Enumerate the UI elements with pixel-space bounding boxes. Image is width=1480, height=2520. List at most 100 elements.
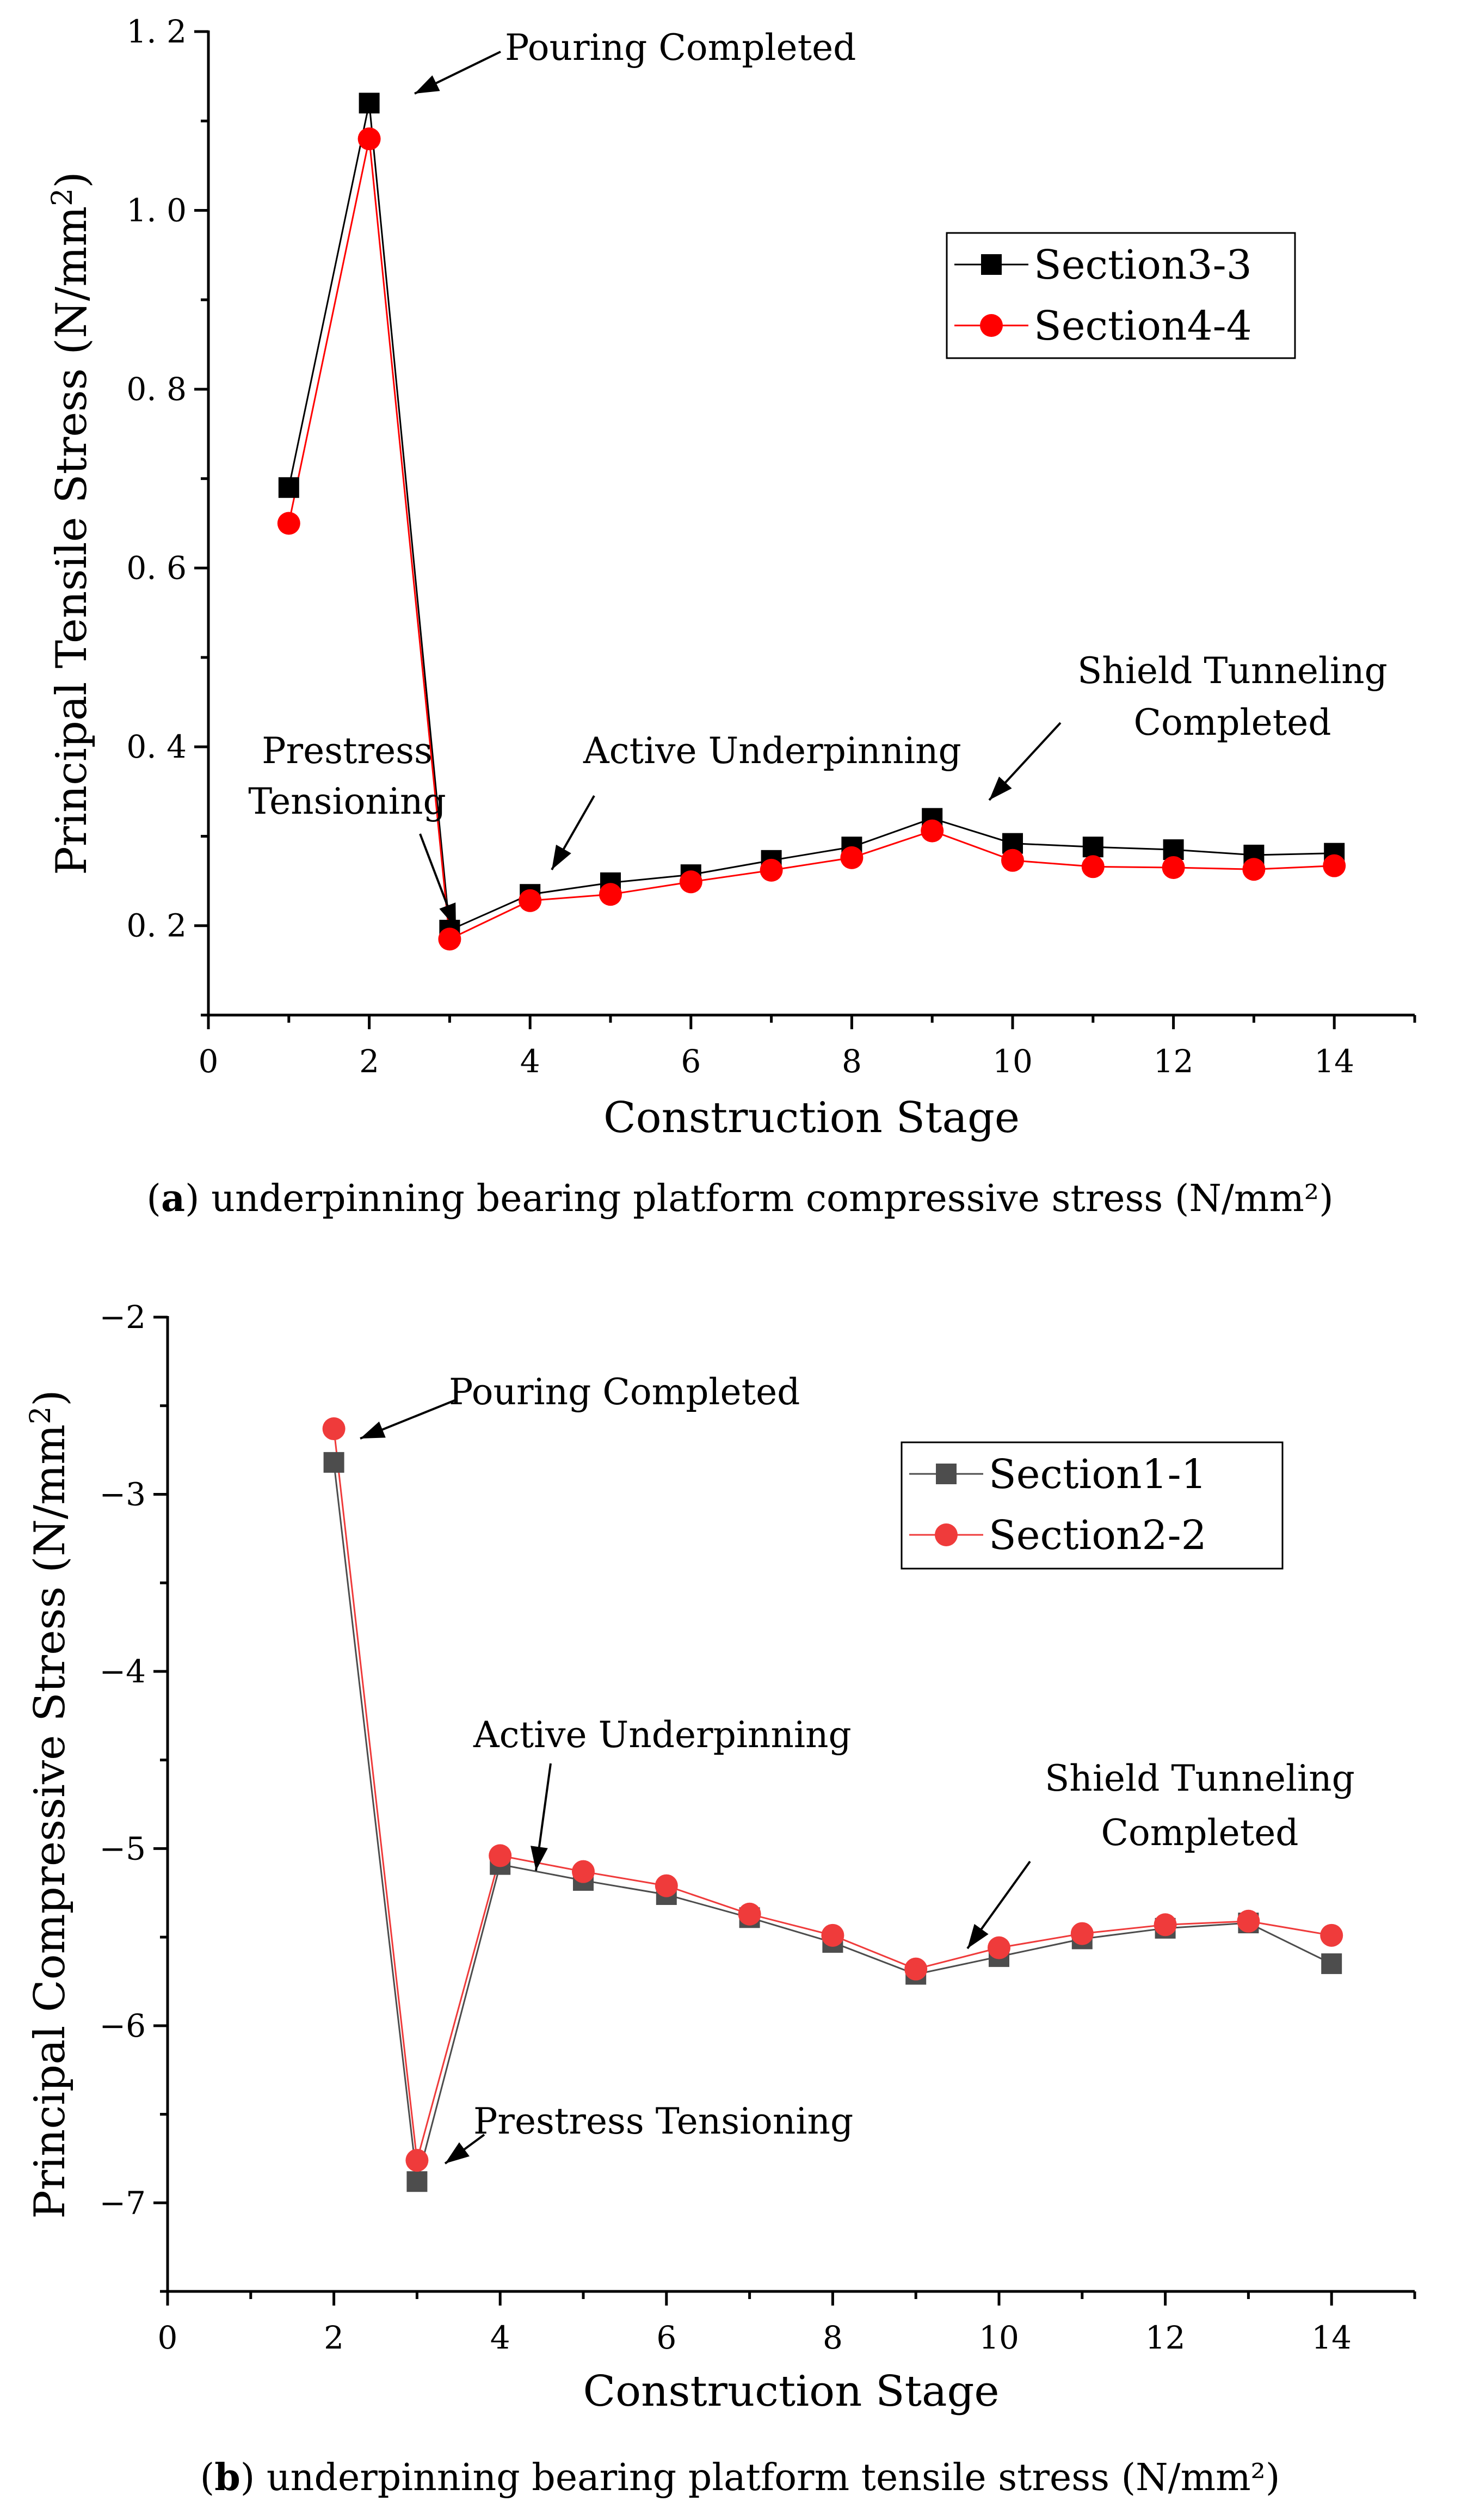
caption-open: ( (146, 1177, 161, 1220)
x-tick-label: 4 (520, 1043, 540, 1080)
annotation-text: Completed (1133, 702, 1331, 743)
data-point-section3-3 (1082, 837, 1103, 858)
figure-caption: (a) underpinning bearing platform compre… (146, 1177, 1333, 1220)
legend-marker-square (981, 254, 1002, 275)
annotation-text: Pouring Completed (505, 27, 856, 69)
x-tick-label: 0 (199, 1043, 219, 1080)
data-point-section1-1 (1321, 1953, 1342, 1974)
data-point-section2-2 (988, 1936, 1010, 1959)
y-axis-title-sup: 2 (24, 1406, 57, 1424)
y-axis-title-sup: 2 (46, 188, 79, 206)
y-tick-label: −6 (100, 2007, 146, 2044)
figure-caption: (b) underpinning bearing platform tensil… (200, 2456, 1280, 2499)
annotation-text: Prestress Tensioning (473, 2100, 853, 2142)
y-axis-title-end: ) (26, 1390, 75, 1406)
data-point-section4-4 (1001, 849, 1024, 872)
data-point-section4-4 (1323, 854, 1346, 877)
data-point-section2-2 (1320, 1923, 1343, 1947)
data-point-section1-1 (406, 2171, 428, 2192)
x-tick-label: 0 (158, 2319, 178, 2356)
y-tick-label: 0. 6 (126, 550, 187, 587)
legend-marker-square (936, 1464, 957, 1484)
data-point-section4-4 (679, 870, 702, 894)
legend-marker-circle (980, 314, 1003, 337)
data-point-section2-2 (572, 1860, 595, 1883)
y-tick-label: −5 (100, 1830, 146, 1867)
caption-close: ) (185, 1177, 200, 1220)
legend-box (946, 232, 1296, 359)
y-tick-label: 0. 8 (126, 371, 187, 408)
data-point-section2-2 (405, 2149, 429, 2172)
x-tick-label: 4 (490, 2319, 510, 2356)
x-tick-label: 2 (359, 1043, 379, 1080)
series-line-section4-4 (288, 138, 1335, 941)
data-point-section4-4 (277, 512, 300, 535)
annotation-text: Tensioning (248, 780, 446, 822)
legend-label: Section3-3 (1034, 242, 1252, 288)
x-axis-title: Construction Stage (603, 1093, 1020, 1142)
y-tick-label: −7 (100, 2184, 146, 2221)
y-tick-label: −3 (100, 1476, 146, 1513)
data-point-section4-4 (840, 846, 864, 869)
chart-a: 0 2 4 6 8 10 12 14 0. 2 0. 4 0. 6 0. 8 1. 0 1. 2 Const… (46, 13, 1416, 1220)
annotation-arrowhead (360, 1421, 386, 1439)
x-tick-label: 8 (842, 1043, 862, 1080)
data-point-section4-4 (1162, 856, 1185, 879)
data-point-section4-4 (921, 819, 944, 843)
annotation-text: Active Underpinning (583, 730, 961, 772)
annotation-text: Pouring Completed (449, 1371, 800, 1413)
x-tick-label: 14 (1314, 1043, 1354, 1080)
annotation-arrowhead (531, 1846, 548, 1871)
data-point-section3-3 (278, 477, 299, 498)
y-axis-title-main: Principal Tensile Stress (N/mm (47, 206, 96, 875)
y-axis-title: Principal Compressive Stress (N/mm2) (24, 1390, 75, 2218)
caption-label: a (161, 1177, 185, 1220)
data-point-section2-2 (1237, 1909, 1260, 1933)
chart-b: 0 2 4 6 8 10 12 14 −7 −6 −5 −4 −3 −2 Construction Stag… (24, 1299, 1416, 2499)
data-point-section2-2 (904, 1957, 928, 1981)
y-tick-label: −4 (100, 1653, 146, 1690)
y-tick-label: −2 (100, 1299, 146, 1336)
x-tick-label: 6 (681, 1043, 701, 1080)
x-tick-label: 10 (992, 1043, 1033, 1080)
annotation-arrowhead (439, 902, 456, 928)
caption-text: underpinning bearing platform compressiv… (200, 1177, 1334, 1220)
annotation-arrowhead (445, 2142, 470, 2163)
annotation-arrowhead (967, 1923, 989, 1949)
x-tick-label: 8 (823, 2319, 843, 2356)
data-point-section2-2 (489, 1844, 512, 1867)
x-tick-label: 12 (1154, 1043, 1194, 1080)
annotation-text: Shield Tunneling (1045, 1757, 1355, 1799)
legend-marker-circle (935, 1523, 958, 1546)
y-axis-title-end: ) (47, 171, 96, 188)
x-tick-label: 2 (324, 2319, 344, 2356)
data-point-section4-4 (519, 889, 542, 912)
legend-label: Section4-4 (1034, 303, 1252, 349)
data-point-section2-2 (738, 1902, 761, 1926)
data-point-section2-2 (1154, 1913, 1177, 1937)
annotation-arrowhead (989, 776, 1012, 800)
legend-label: Section2-2 (989, 1512, 1207, 1559)
annotation-text: Prestress (262, 730, 433, 772)
data-point-section4-4 (1242, 858, 1266, 881)
y-tick-label: 1. 0 (126, 192, 187, 229)
data-point-section2-2 (821, 1923, 844, 1947)
data-point-section2-2 (1070, 1922, 1094, 1945)
legend-box (901, 1441, 1284, 1570)
annotation-text: Completed (1101, 1812, 1298, 1854)
caption-text: underpinning bearing platform tensile st… (255, 2456, 1280, 2499)
data-point-section4-4 (438, 927, 461, 951)
x-tick-label: 6 (656, 2319, 676, 2356)
x-tick-label: 12 (1145, 2319, 1186, 2356)
data-point-section4-4 (357, 127, 381, 151)
y-tick-label: 0. 4 (126, 728, 187, 765)
legend-label: Section1-1 (989, 1451, 1207, 1498)
caption-close: ) (240, 2456, 255, 2499)
data-point-section4-4 (599, 883, 622, 906)
x-tick-label: 10 (979, 2319, 1019, 2356)
x-tick-label: 14 (1311, 2319, 1352, 2356)
data-point-section3-3 (359, 93, 380, 114)
annotation-arrowhead (415, 75, 440, 94)
data-point-section2-2 (655, 1874, 678, 1897)
